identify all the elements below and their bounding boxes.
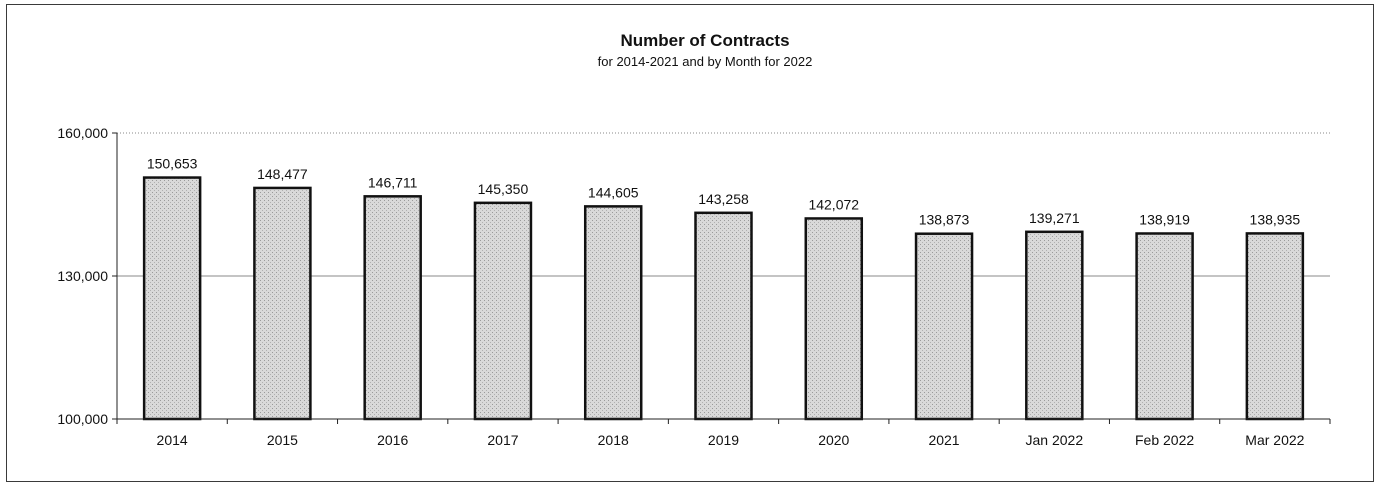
y-tick-label: 160,000 xyxy=(57,125,108,141)
bar xyxy=(1025,230,1084,421)
data-label: 142,072 xyxy=(808,196,859,212)
axis-layer: 100,000 130,000 160,000 2014 2015 2016 2017 201… xyxy=(57,125,1331,448)
data-label: 144,605 xyxy=(588,184,639,200)
data-label: 138,919 xyxy=(1139,211,1190,227)
x-tick-label: 2018 xyxy=(598,432,629,448)
bar xyxy=(1245,232,1305,421)
bar xyxy=(473,201,533,421)
x-tick-label: 2014 xyxy=(157,432,188,448)
data-label: 138,873 xyxy=(919,212,970,228)
data-label: 150,653 xyxy=(147,156,198,172)
data-label: 143,258 xyxy=(698,191,749,207)
y-tick-label: 130,000 xyxy=(57,268,108,284)
chart-subtitle: for 2014-2021 and by Month for 2022 xyxy=(598,54,813,69)
y-tick-label: 100,000 xyxy=(57,411,108,427)
bar xyxy=(914,232,974,421)
x-tick-label: Jan 2022 xyxy=(1026,432,1084,448)
data-label: 148,477 xyxy=(257,166,308,182)
x-tick-label: 2017 xyxy=(487,432,518,448)
x-tick-label: Mar 2022 xyxy=(1245,432,1304,448)
bar xyxy=(1135,232,1194,421)
x-tick-label: 2021 xyxy=(928,432,959,448)
data-label: 145,350 xyxy=(478,181,529,197)
x-tick-label: Feb 2022 xyxy=(1135,432,1194,448)
data-label: 138,935 xyxy=(1250,211,1301,227)
bar xyxy=(583,205,643,421)
bar xyxy=(253,186,312,421)
bar xyxy=(694,211,753,421)
bar-layer xyxy=(142,176,1305,421)
chart-title: Number of Contracts xyxy=(620,31,789,50)
x-tick-label: 2019 xyxy=(708,432,739,448)
data-label: 139,271 xyxy=(1029,210,1080,226)
bar xyxy=(142,176,202,421)
label-layer: 150,653 148,477 146,711 145,350 144,605 143,2… xyxy=(147,156,1301,228)
x-tick-label: 2015 xyxy=(267,432,298,448)
x-tick-label: 2020 xyxy=(818,432,849,448)
bar xyxy=(363,195,422,421)
x-tick-label: 2016 xyxy=(377,432,408,448)
bar xyxy=(804,217,864,421)
data-label: 146,711 xyxy=(368,174,418,190)
